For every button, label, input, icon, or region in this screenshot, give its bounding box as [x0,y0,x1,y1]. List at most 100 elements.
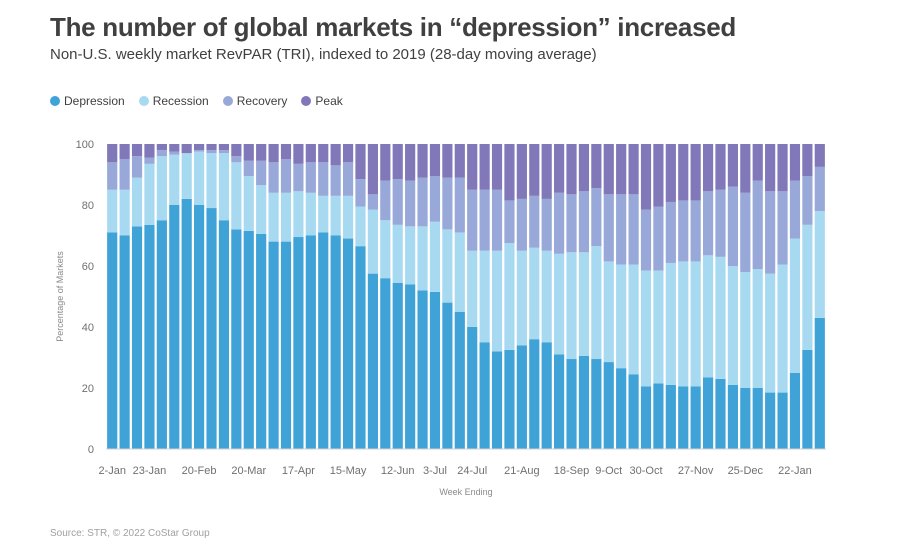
bar-peak [380,144,391,181]
bar-peak [392,144,403,180]
bar-depression [454,311,465,449]
x-tick-label: 30-Oct [629,465,662,477]
bar-recovery [541,198,552,251]
bar-peak [777,144,788,192]
bar-recession [131,177,143,227]
bar-recovery [405,180,416,227]
bar-depression [194,205,205,449]
bar-depression [702,377,714,449]
bar-recession [765,273,776,393]
bar-depression [516,345,527,449]
bar-depression [231,229,242,449]
bar-depression [392,282,403,449]
stacked-bar-chart: 0 20 40 60 80 100 2-Jan 23-Jan 20-Feb 20-Mar 17-Ap… [55,139,826,497]
legend-label: Recession [152,94,209,108]
bar-recession [616,264,627,369]
x-tick-label: 2-Jan [98,465,126,477]
x-tick-label: 25-Dec [728,465,764,477]
bar-recession [442,229,453,303]
bar-peak [727,144,738,187]
bar-recovery [355,179,366,207]
bar-depression [765,392,776,449]
bar-recovery [678,200,689,262]
y-tick-label: 80 [82,200,94,212]
bar-peak [665,144,676,202]
bar-recovery [243,160,254,177]
bar-peak [479,144,490,190]
bar-depression [789,372,801,449]
bar-recession [690,261,701,387]
bar-peak [504,144,515,201]
chart-title: The number of global markets in “depress… [50,12,736,42]
bar-recovery [628,194,639,265]
bar-peak [305,144,316,163]
bar-recovery [417,177,428,227]
bar-depression [504,349,515,450]
bar-recession [342,195,354,239]
bar-recovery [616,194,627,265]
bar-peak [529,144,540,196]
bar-recession [156,156,167,221]
bar-depression [777,392,788,449]
bar-depression [429,291,441,449]
bar-recovery [665,201,676,263]
bar-recovery [442,177,453,230]
bar-recovery [516,198,527,251]
bar-depression [156,220,167,449]
bar-depression [218,220,230,449]
bar-recovery [454,177,465,233]
bar-recession [405,226,416,285]
bar-recovery [479,189,490,251]
bar-recovery [293,163,304,192]
bar-recovery [392,179,403,225]
bar-recovery [603,194,614,262]
bar-depression [554,354,565,449]
bar-recovery [789,180,801,239]
x-tick-label: 27-Nov [678,465,714,477]
bar-recovery [268,162,279,193]
legend-item-peak: Peak [301,94,343,108]
bar-depression [293,237,304,449]
bar-recession [194,151,205,206]
bar-recession [814,211,825,318]
bar-recession [243,176,254,231]
bar-peak [342,144,354,163]
x-tick-label: 23-Jan [133,465,167,477]
bar-recession [740,272,751,388]
bar-depression [640,386,652,449]
bar-recession [603,261,614,363]
bar-recession [305,192,316,236]
bar-recovery [690,200,701,262]
bar-recession [454,232,465,312]
bar-peak [131,144,143,157]
bar-recovery [752,180,763,270]
bar-depression [690,386,701,449]
bar-peak [752,144,763,181]
bar-peak [194,144,205,151]
bar-recession [491,250,503,352]
bar-recession [529,247,540,340]
bar-peak [789,144,801,181]
bar-peak [330,144,341,166]
bar-recovery [814,166,825,212]
bar-depression [305,235,316,449]
bar-depression [243,230,254,449]
bar-recovery [591,188,602,247]
bar-depression [665,384,676,449]
bar-recession [231,162,242,230]
bar-peak [715,144,726,190]
bar-peak [591,144,602,189]
bar-recovery [504,200,515,244]
bar-recovery [554,192,565,254]
x-tick-label: 3-Jul [423,465,447,477]
legend-swatch [222,96,233,106]
bar-recovery [727,186,738,266]
y-tick-label: 60 [82,261,94,273]
bar-depression [169,205,180,449]
bar-recession [479,250,490,343]
legend-item-recession: Recession [138,94,209,108]
bar-peak [516,144,527,199]
x-tick-label: 24-Jul [457,465,487,477]
bar-peak [280,144,292,160]
x-axis-title: Week Ending [439,487,492,497]
